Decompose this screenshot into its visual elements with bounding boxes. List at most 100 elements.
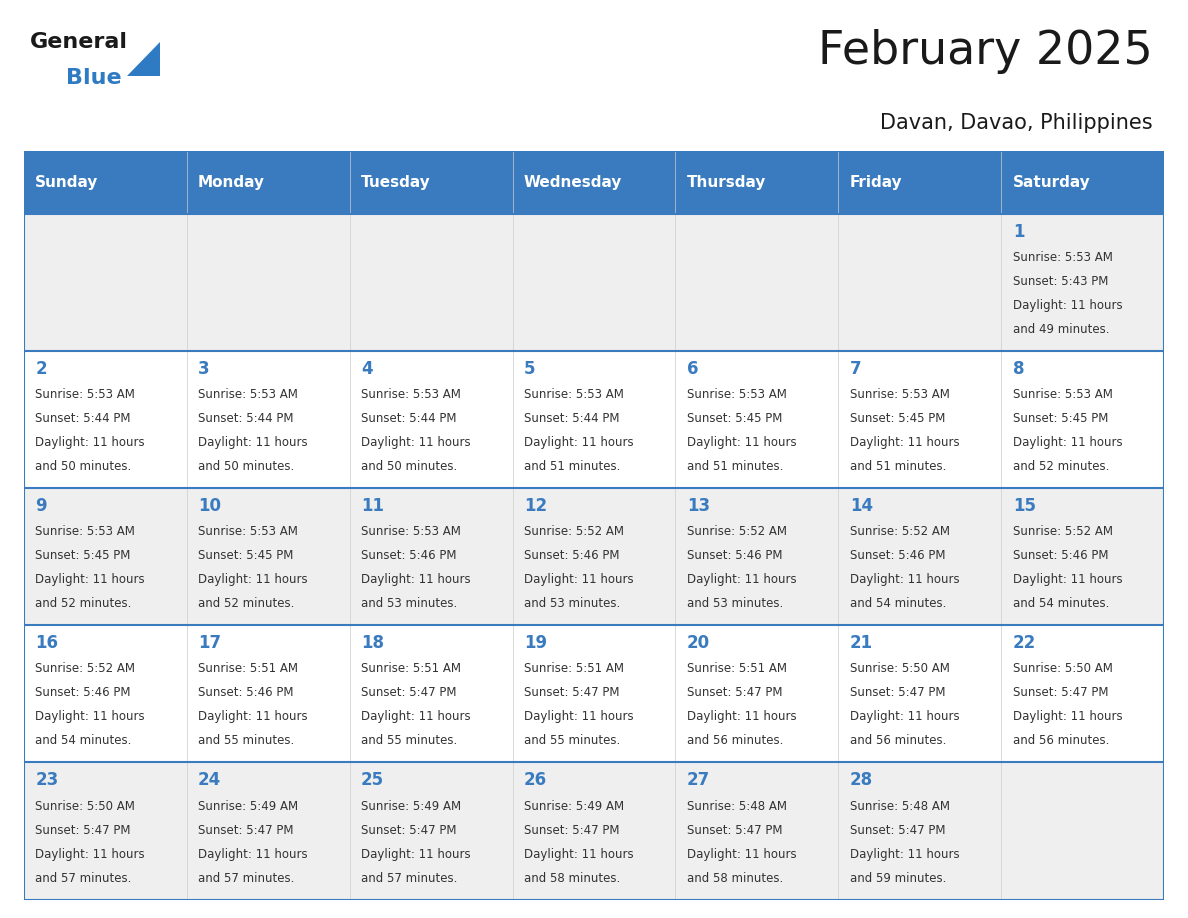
Text: and 52 minutes.: and 52 minutes. [198,597,295,610]
Text: Sunrise: 5:51 AM: Sunrise: 5:51 AM [687,662,786,676]
Text: Daylight: 11 hours: Daylight: 11 hours [1012,573,1123,586]
Text: General: General [30,32,127,52]
Text: Sunday: Sunday [36,175,99,190]
Text: Sunset: 5:46 PM: Sunset: 5:46 PM [1012,549,1108,562]
Text: Daylight: 11 hours: Daylight: 11 hours [849,573,960,586]
Text: 11: 11 [361,497,384,515]
Text: Sunset: 5:46 PM: Sunset: 5:46 PM [849,549,946,562]
Text: Tuesday: Tuesday [361,175,431,190]
Text: and 49 minutes.: and 49 minutes. [1012,323,1110,336]
Text: and 59 minutes.: and 59 minutes. [849,871,946,885]
Text: 24: 24 [198,771,221,789]
Text: Sunset: 5:45 PM: Sunset: 5:45 PM [198,549,293,562]
Text: 13: 13 [687,497,710,515]
Text: Sunrise: 5:50 AM: Sunrise: 5:50 AM [36,800,135,812]
Text: Sunset: 5:45 PM: Sunset: 5:45 PM [687,412,782,425]
Text: Daylight: 11 hours: Daylight: 11 hours [361,847,470,860]
Text: Sunrise: 5:49 AM: Sunrise: 5:49 AM [198,800,298,812]
Text: Daylight: 11 hours: Daylight: 11 hours [687,847,796,860]
Text: Sunrise: 5:53 AM: Sunrise: 5:53 AM [361,525,461,538]
Text: Daylight: 11 hours: Daylight: 11 hours [198,847,308,860]
Bar [349,151,512,214]
Text: Daylight: 11 hours: Daylight: 11 hours [687,573,796,586]
Bar [24,763,1164,900]
Text: 8: 8 [1012,360,1024,378]
Text: 14: 14 [849,497,873,515]
Text: Daylight: 11 hours: Daylight: 11 hours [36,847,145,860]
Text: Sunset: 5:43 PM: Sunset: 5:43 PM [1012,274,1108,287]
Text: 7: 7 [849,360,861,378]
Text: Sunrise: 5:53 AM: Sunrise: 5:53 AM [524,388,624,401]
Text: Sunset: 5:45 PM: Sunset: 5:45 PM [849,412,946,425]
Text: 9: 9 [36,497,46,515]
Text: Saturday: Saturday [1012,175,1091,190]
Text: and 50 minutes.: and 50 minutes. [361,460,457,473]
Text: Thursday: Thursday [687,175,766,190]
Bar [1001,151,1164,214]
Text: and 51 minutes.: and 51 minutes. [687,460,783,473]
Bar [676,151,839,214]
Text: Daylight: 11 hours: Daylight: 11 hours [198,711,308,723]
Text: Sunset: 5:46 PM: Sunset: 5:46 PM [361,549,456,562]
Text: 1: 1 [1012,222,1024,241]
Text: Sunrise: 5:53 AM: Sunrise: 5:53 AM [36,525,135,538]
Text: Daylight: 11 hours: Daylight: 11 hours [849,711,960,723]
Text: Sunset: 5:47 PM: Sunset: 5:47 PM [849,687,946,700]
Bar [24,214,1164,351]
Bar [24,351,1164,488]
Text: Davan, Davao, Philippines: Davan, Davao, Philippines [880,113,1152,133]
Text: Sunset: 5:44 PM: Sunset: 5:44 PM [361,412,456,425]
Text: Friday: Friday [849,175,903,190]
Text: Daylight: 11 hours: Daylight: 11 hours [361,711,470,723]
Text: 18: 18 [361,634,384,652]
Text: 4: 4 [361,360,373,378]
Text: and 53 minutes.: and 53 minutes. [361,597,457,610]
Text: Sunset: 5:47 PM: Sunset: 5:47 PM [524,823,619,836]
Text: Sunrise: 5:53 AM: Sunrise: 5:53 AM [849,388,949,401]
Bar [24,625,1164,763]
Text: 2: 2 [36,360,46,378]
Text: Daylight: 11 hours: Daylight: 11 hours [36,573,145,586]
Text: and 57 minutes.: and 57 minutes. [198,871,295,885]
Text: Sunrise: 5:48 AM: Sunrise: 5:48 AM [849,800,949,812]
Text: and 56 minutes.: and 56 minutes. [687,734,783,747]
Text: Blue: Blue [67,68,122,88]
Text: and 50 minutes.: and 50 minutes. [36,460,132,473]
Text: and 57 minutes.: and 57 minutes. [36,871,132,885]
Text: Sunset: 5:46 PM: Sunset: 5:46 PM [36,687,131,700]
Text: and 56 minutes.: and 56 minutes. [849,734,946,747]
Text: and 55 minutes.: and 55 minutes. [198,734,295,747]
Text: and 53 minutes.: and 53 minutes. [524,597,620,610]
Text: 26: 26 [524,771,546,789]
Text: Daylight: 11 hours: Daylight: 11 hours [361,573,470,586]
Text: 10: 10 [198,497,221,515]
Bar [512,151,676,214]
Text: Wednesday: Wednesday [524,175,623,190]
Text: Sunset: 5:47 PM: Sunset: 5:47 PM [36,823,131,836]
Text: Sunrise: 5:53 AM: Sunrise: 5:53 AM [198,525,298,538]
Text: Sunset: 5:44 PM: Sunset: 5:44 PM [198,412,293,425]
Bar [24,151,187,214]
Text: and 51 minutes.: and 51 minutes. [524,460,620,473]
Text: 6: 6 [687,360,699,378]
Text: and 55 minutes.: and 55 minutes. [524,734,620,747]
Text: Sunrise: 5:51 AM: Sunrise: 5:51 AM [524,662,624,676]
Text: Sunset: 5:47 PM: Sunset: 5:47 PM [687,823,783,836]
Text: and 54 minutes.: and 54 minutes. [1012,597,1110,610]
Text: Sunset: 5:47 PM: Sunset: 5:47 PM [361,687,456,700]
Text: Sunset: 5:44 PM: Sunset: 5:44 PM [524,412,619,425]
Text: Sunrise: 5:50 AM: Sunrise: 5:50 AM [1012,662,1113,676]
Text: and 54 minutes.: and 54 minutes. [849,597,946,610]
Bar [187,151,349,214]
Text: 27: 27 [687,771,710,789]
Text: 23: 23 [36,771,58,789]
Text: Sunrise: 5:52 AM: Sunrise: 5:52 AM [524,525,624,538]
Text: Daylight: 11 hours: Daylight: 11 hours [849,436,960,449]
Bar [24,488,1164,625]
Text: Sunrise: 5:53 AM: Sunrise: 5:53 AM [1012,388,1113,401]
Text: Monday: Monday [198,175,265,190]
Text: Sunrise: 5:53 AM: Sunrise: 5:53 AM [1012,251,1113,263]
Text: 12: 12 [524,497,546,515]
Text: Sunrise: 5:53 AM: Sunrise: 5:53 AM [198,388,298,401]
Text: Daylight: 11 hours: Daylight: 11 hours [687,436,796,449]
